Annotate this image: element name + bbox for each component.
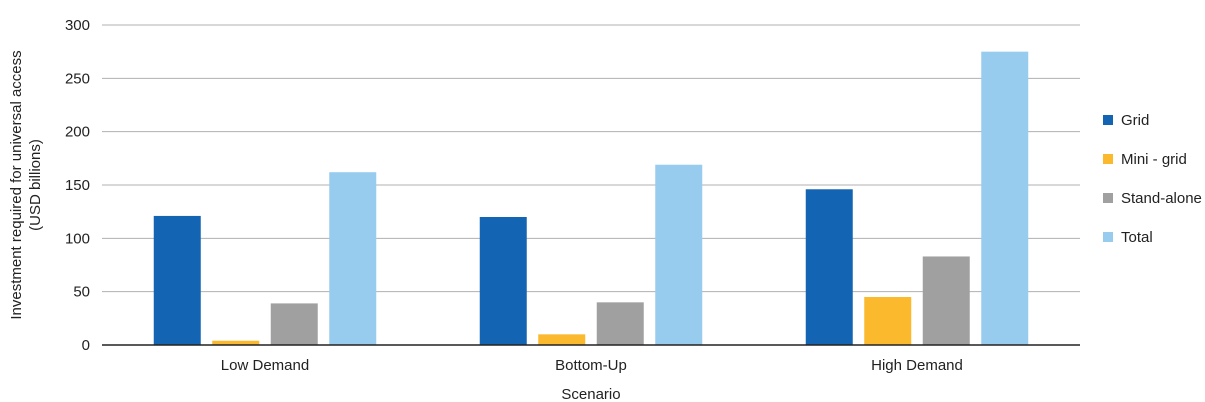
bar-grid-1	[479, 217, 527, 345]
bar-stand-alone-0	[270, 303, 318, 345]
x-axis-ticks: Low Demand Bottom-Up High Demand	[221, 357, 963, 374]
y-tick-label: 0	[82, 337, 90, 354]
bar-mini-grid-1	[538, 334, 586, 345]
x-axis-title: Scenario	[561, 386, 620, 402]
bar-stand-alone-1	[596, 302, 644, 345]
y-tick-label: 150	[65, 177, 90, 194]
bar-mini-grid-2	[864, 297, 912, 345]
y-axis-ticks: 0 50 100 150 200 250 300	[65, 17, 90, 354]
bar-total-1	[655, 164, 703, 345]
x-tick-label: High Demand	[871, 357, 963, 374]
legend: Grid Mini - grid Stand-alone Total	[1103, 112, 1202, 246]
x-tick-label: Low Demand	[221, 357, 309, 374]
legend-label: Total	[1121, 229, 1153, 246]
y-axis-title-line1: Investment required for universal access	[8, 50, 25, 319]
bar-grid-2	[805, 189, 853, 345]
y-tick-label: 50	[73, 284, 90, 301]
bars	[153, 51, 1029, 346]
legend-swatch	[1103, 232, 1113, 242]
legend-swatch	[1103, 193, 1113, 203]
legend-swatch	[1103, 154, 1113, 164]
bar-mini-grid-0	[212, 340, 260, 345]
legend-label: Grid	[1121, 112, 1149, 129]
bar-stand-alone-2	[922, 256, 970, 345]
x-tick-label: Bottom-Up	[555, 357, 627, 374]
bar-total-0	[329, 172, 377, 345]
gridlines	[102, 24, 1080, 293]
legend-label: Stand-alone	[1121, 190, 1202, 207]
y-tick-label: 300	[65, 17, 90, 34]
y-tick-label: 200	[65, 124, 90, 141]
y-axis-title: Investment required for universal access…	[8, 50, 44, 319]
y-tick-label: 250	[65, 70, 90, 87]
y-axis-title-line2: (USD billions)	[27, 139, 44, 231]
bar-total-2	[981, 51, 1029, 346]
legend-label: Mini - grid	[1121, 151, 1187, 168]
legend-swatch	[1103, 115, 1113, 125]
bar-grid-0	[153, 215, 201, 345]
y-tick-label: 100	[65, 230, 90, 247]
